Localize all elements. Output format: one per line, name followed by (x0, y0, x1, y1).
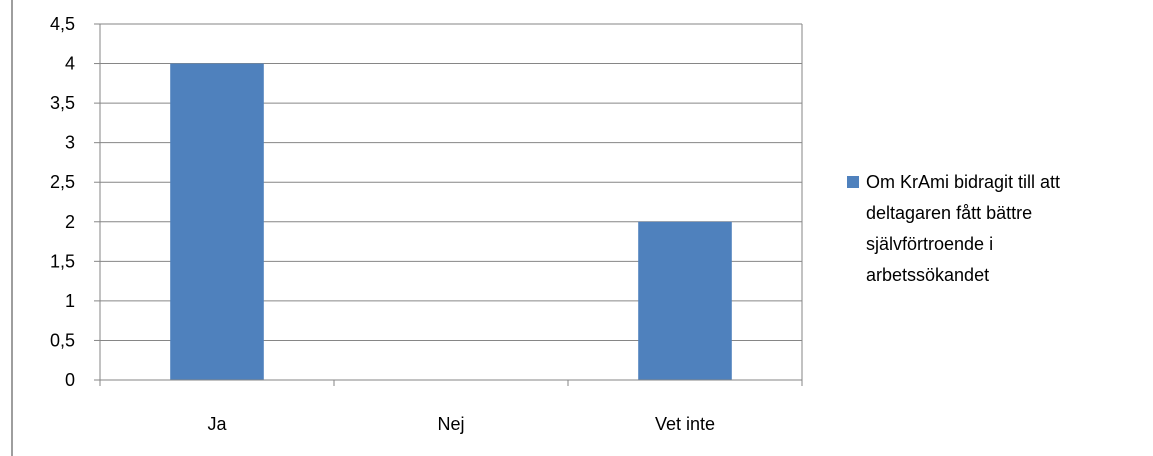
x-tick-label: Nej (437, 414, 464, 434)
y-tick-label: 4 (65, 54, 75, 74)
y-tick-label: 3,5 (50, 93, 75, 113)
y-tick-label: 1 (65, 291, 75, 311)
legend-line-4: arbetssökandet (866, 265, 989, 285)
legend-line-3: självförtroende i (866, 234, 993, 254)
plot-area: 0 0,5 1 1,5 2 2,5 3 3,5 4 4,5 Ja Nej Vet inte (50, 14, 803, 434)
bar-ja (170, 63, 264, 381)
x-tick-label: Ja (207, 414, 227, 434)
bars (170, 63, 732, 381)
legend-line-2: deltagaren fått bättre (866, 203, 1032, 223)
y-tick-label: 0 (65, 370, 75, 390)
legend: Om KrAmi bidragit till att deltagaren få… (847, 172, 1060, 285)
legend-swatch (847, 176, 859, 188)
y-tick-label: 2 (65, 212, 75, 232)
x-tick-label: Vet inte (655, 414, 715, 434)
y-axis-ticks: 0 0,5 1 1,5 2 2,5 3 3,5 4 4,5 (50, 14, 100, 390)
y-tick-label: 0,5 (50, 330, 75, 350)
bar-vet-inte (638, 221, 732, 380)
y-tick-label: 1,5 (50, 251, 75, 271)
x-axis-ticks: Ja Nej Vet inte (99, 380, 803, 434)
y-tick-label: 4,5 (50, 14, 75, 34)
y-tick-label: 2,5 (50, 172, 75, 192)
legend-line-1: Om KrAmi bidragit till att (866, 172, 1060, 192)
y-tick-label: 3 (65, 133, 75, 153)
